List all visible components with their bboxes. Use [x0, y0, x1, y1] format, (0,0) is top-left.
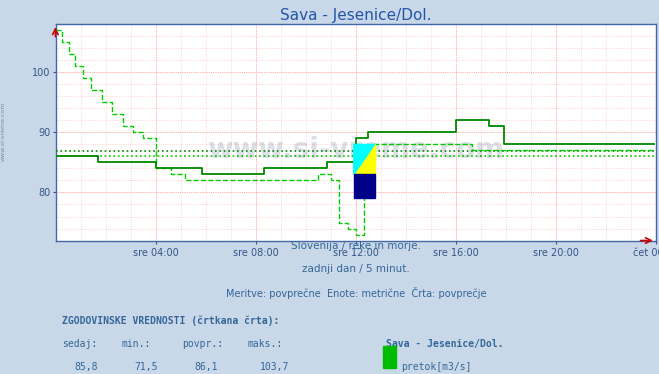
Title: Sava - Jesenice/Dol.: Sava - Jesenice/Dol. [280, 8, 432, 23]
Text: 71,5: 71,5 [134, 362, 158, 373]
Text: Meritve: povprečne  Enote: metrične  Črta: povprečje: Meritve: povprečne Enote: metrične Črta:… [225, 287, 486, 299]
Text: 85,8: 85,8 [74, 362, 98, 373]
Text: sedaj:: sedaj: [62, 339, 98, 349]
Text: Sava - Jesenice/Dol.: Sava - Jesenice/Dol. [386, 339, 503, 349]
Text: 86,1: 86,1 [194, 362, 217, 373]
Polygon shape [354, 144, 374, 174]
Text: ZGODOVINSKE VREDNOSTI (črtkana črta):: ZGODOVINSKE VREDNOSTI (črtkana črta): [62, 316, 279, 326]
Text: www.si-vreme.com: www.si-vreme.com [208, 136, 504, 164]
Text: zadnji dan / 5 minut.: zadnji dan / 5 minut. [302, 264, 410, 274]
Text: www.si-vreme.com: www.si-vreme.com [1, 101, 6, 161]
Text: min.:: min.: [122, 339, 152, 349]
Bar [383, 346, 396, 368]
Text: maks.:: maks.: [248, 339, 283, 349]
Text: 103,7: 103,7 [260, 362, 289, 373]
Text: Slovenija / reke in morje.: Slovenija / reke in morje. [291, 240, 421, 251]
Polygon shape [354, 174, 374, 199]
Text: povpr.:: povpr.: [182, 339, 223, 349]
Polygon shape [354, 144, 374, 174]
Text: pretok[m3/s]: pretok[m3/s] [401, 362, 471, 373]
